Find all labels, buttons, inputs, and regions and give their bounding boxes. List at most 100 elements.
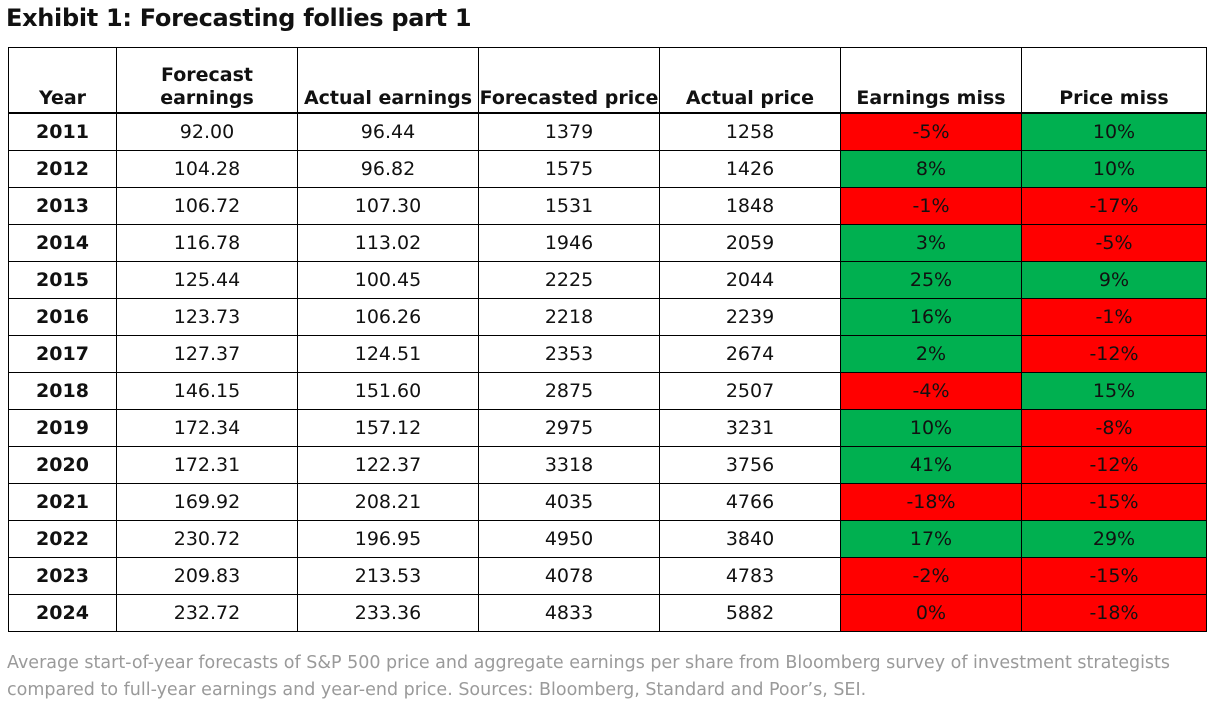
price-miss-cell: 9%: [1021, 261, 1207, 299]
table-row: 2018 146.15 151.60 2875 2507 -4% 15%: [8, 372, 1207, 410]
actual-earnings-cell: 233.36: [297, 594, 479, 632]
price-miss-cell: 10%: [1021, 112, 1207, 151]
price-miss-cell: -12%: [1021, 335, 1207, 373]
price-miss-cell: 10%: [1021, 150, 1207, 188]
actual-earnings-cell: 213.53: [297, 557, 479, 595]
year-cell: 2018: [8, 372, 117, 410]
actual-price-cell: 4766: [659, 483, 841, 521]
actual-price-cell: 4783: [659, 557, 841, 595]
price-miss-cell: 29%: [1021, 520, 1207, 558]
forecast-earnings-cell: 146.15: [116, 372, 298, 410]
forecast-earnings-cell: 123.73: [116, 298, 298, 336]
year-cell: 2023: [8, 557, 117, 595]
actual-earnings-cell: 124.51: [297, 335, 479, 373]
earnings-miss-cell: 3%: [840, 224, 1022, 262]
forecast-earnings-cell: 125.44: [116, 261, 298, 299]
year-cell: 2015: [8, 261, 117, 299]
forecasted-price-cell: 2353: [478, 335, 660, 373]
forecast-earnings-cell: 104.28: [116, 150, 298, 188]
header-forecasted-price: Forecasted price: [478, 47, 660, 114]
forecast-earnings-cell: 172.34: [116, 409, 298, 447]
forecast-earnings-cell: 127.37: [116, 335, 298, 373]
header-row: Year Forecast earnings Actual earnings F…: [8, 47, 1207, 114]
earnings-miss-cell: 10%: [840, 409, 1022, 447]
actual-price-cell: 3756: [659, 446, 841, 484]
price-miss-cell: -1%: [1021, 298, 1207, 336]
actual-price-cell: 2674: [659, 335, 841, 373]
earnings-miss-cell: 16%: [840, 298, 1022, 336]
earnings-miss-cell: 41%: [840, 446, 1022, 484]
price-miss-cell: -12%: [1021, 446, 1207, 484]
table-row: 2019 172.34 157.12 2975 3231 10% -8%: [8, 409, 1207, 447]
actual-earnings-cell: 106.26: [297, 298, 479, 336]
actual-price-cell: 1426: [659, 150, 841, 188]
forecast-earnings-cell: 169.92: [116, 483, 298, 521]
price-miss-cell: -18%: [1021, 594, 1207, 632]
table-row: 2016 123.73 106.26 2218 2239 16% -1%: [8, 298, 1207, 336]
year-cell: 2016: [8, 298, 117, 336]
table-row: 2017 127.37 124.51 2353 2674 2% -12%: [8, 335, 1207, 373]
earnings-miss-cell: -4%: [840, 372, 1022, 410]
price-miss-cell: -15%: [1021, 557, 1207, 595]
earnings-miss-cell: 2%: [840, 335, 1022, 373]
earnings-miss-cell: 0%: [840, 594, 1022, 632]
earnings-miss-cell: 25%: [840, 261, 1022, 299]
price-miss-cell: -15%: [1021, 483, 1207, 521]
forecasted-price-cell: 4833: [478, 594, 660, 632]
forecast-earnings-cell: 116.78: [116, 224, 298, 262]
forecasted-price-cell: 2875: [478, 372, 660, 410]
header-actual-earnings: Actual earnings: [297, 47, 479, 114]
exhibit-title: Exhibit 1: Forecasting follies part 1: [6, 4, 472, 32]
table-row: 2021 169.92 208.21 4035 4766 -18% -15%: [8, 483, 1207, 521]
actual-earnings-cell: 113.02: [297, 224, 479, 262]
year-cell: 2011: [8, 112, 117, 151]
header-forecast-earnings: Forecast earnings: [116, 47, 298, 114]
earnings-miss-cell: -5%: [840, 112, 1022, 151]
year-cell: 2017: [8, 335, 117, 373]
forecasted-price-cell: 4035: [478, 483, 660, 521]
forecast-earnings-cell: 106.72: [116, 187, 298, 225]
forecasted-price-cell: 4078: [478, 557, 660, 595]
actual-earnings-cell: 122.37: [297, 446, 479, 484]
table-row: 2014 116.78 113.02 1946 2059 3% -5%: [8, 224, 1207, 262]
forecasted-price-cell: 4950: [478, 520, 660, 558]
table-row: 2023 209.83 213.53 4078 4783 -2% -15%: [8, 557, 1207, 595]
earnings-miss-cell: -18%: [840, 483, 1022, 521]
forecasted-price-cell: 2975: [478, 409, 660, 447]
actual-price-cell: 2239: [659, 298, 841, 336]
header-actual-price: Actual price: [659, 47, 841, 114]
actual-price-cell: 3840: [659, 520, 841, 558]
actual-price-cell: 1848: [659, 187, 841, 225]
forecast-earnings-cell: 92.00: [116, 112, 298, 151]
actual-earnings-cell: 96.82: [297, 150, 479, 188]
forecast-earnings-cell: 230.72: [116, 520, 298, 558]
table-row: 2013 106.72 107.30 1531 1848 -1% -17%: [8, 187, 1207, 225]
actual-earnings-cell: 157.12: [297, 409, 479, 447]
table-row: 2022 230.72 196.95 4950 3840 17% 29%: [8, 520, 1207, 558]
earnings-miss-cell: -2%: [840, 557, 1022, 595]
earnings-miss-cell: -1%: [840, 187, 1022, 225]
year-cell: 2014: [8, 224, 117, 262]
actual-earnings-cell: 107.30: [297, 187, 479, 225]
actual-price-cell: 2044: [659, 261, 841, 299]
forecasted-price-cell: 2218: [478, 298, 660, 336]
forecasted-price-cell: 1379: [478, 112, 660, 151]
source-caption: Average start-of-year forecasts of S&P 5…: [7, 653, 1171, 700]
table-row: 2024 232.72 233.36 4833 5882 0% -18%: [8, 594, 1207, 632]
forecast-earnings-cell: 209.83: [116, 557, 298, 595]
actual-price-cell: 2507: [659, 372, 841, 410]
actual-earnings-cell: 100.45: [297, 261, 479, 299]
header-year: Year: [8, 47, 117, 114]
year-cell: 2021: [8, 483, 117, 521]
actual-earnings-cell: 208.21: [297, 483, 479, 521]
earnings-miss-cell: 8%: [840, 150, 1022, 188]
actual-price-cell: 2059: [659, 224, 841, 262]
forecasted-price-cell: 2225: [478, 261, 660, 299]
table-body: 2011 92.00 96.44 1379 1258 -5% 10% 2012 104.28 96…: [8, 112, 1207, 632]
actual-price-cell: 3231: [659, 409, 841, 447]
table-row: 2015 125.44 100.45 2225 2044 25% 9%: [8, 261, 1207, 299]
forecast-earnings-cell: 232.72: [116, 594, 298, 632]
forecasted-price-cell: 1946: [478, 224, 660, 262]
header-earnings-miss: Earnings miss: [840, 47, 1022, 114]
year-cell: 2019: [8, 409, 117, 447]
